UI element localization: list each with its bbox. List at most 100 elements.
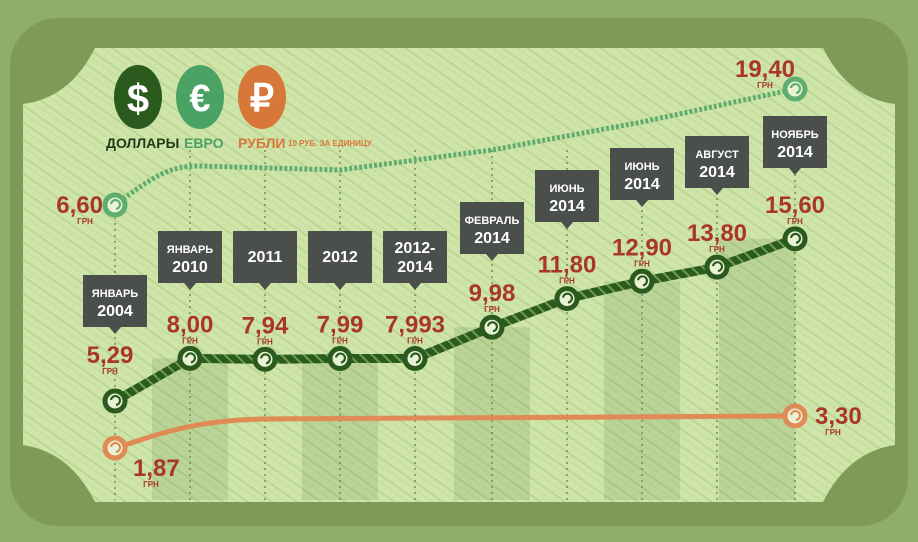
category-tag: 2011 [233,231,297,290]
unit-label: ГРН [634,259,650,268]
unit-label: ГРН [182,336,198,345]
category-tag-label: 2004 [97,303,133,320]
category-tag-label: АВГУСТ [695,149,739,161]
value-label: 6,60 [56,192,103,219]
category-tag-label: 2012 [322,249,358,266]
dollar-coin-icon [114,65,162,129]
category-tag-label: ФЕВРАЛЬ [465,215,520,227]
value-label: 8,00 [167,311,214,338]
value-label: 19,40 [735,56,795,83]
category-tag: ИЮНЬ 2014 [535,170,599,229]
ruble-symbol: ₽ [250,78,274,120]
ruble-series-line [114,413,796,451]
category-tag-label: ИЮНЬ [624,161,659,173]
category-tag-label: 2014 [777,144,813,161]
value-label: 12,90 [612,234,672,261]
value-label: 7,94 [242,312,289,339]
category-tag: 2012- 2014 [383,231,447,290]
category-tag-label: ЯНВАРЬ [92,288,139,300]
ruble-point [782,403,808,429]
legend-ruble: ₽ РУБЛИ 10 РУБ. ЗА ЕДИНИЦУ [238,65,373,151]
column-band [454,327,530,500]
value-label: 11,80 [538,252,597,279]
category-tag: ФЕВРАЛЬ 2014 [460,202,524,261]
euro-symbol: € [189,78,210,120]
dollar-point [782,226,808,252]
category-tag-label: 2014 [474,230,510,247]
unit-label: ГРН [757,81,773,90]
column-band [719,238,795,500]
value-label: 3,30 [815,403,862,430]
legend-euro: € ЕВРО [176,65,224,151]
unit-label: ГРН [77,217,93,226]
ruble-coin-icon [238,65,286,129]
value-label: 15,60 [765,192,825,219]
dollar-point [554,286,580,312]
unit-label: ГРН [825,428,841,437]
unit-label: ГРН [787,217,803,226]
ruble-legend-note: 10 РУБ. ЗА ЕДИНИЦУ [288,139,373,148]
category-tag-label: 2014 [624,176,660,193]
dollar-point [629,268,655,294]
dollar-symbol: $ [127,77,149,121]
dollar-point [704,254,730,280]
value-label: 5,29 [87,342,134,369]
dollar-series-line [112,234,797,405]
category-tag-label: ЯНВАРЬ [167,244,214,256]
dollar-point [402,345,428,371]
euro-series-line [113,86,796,208]
category-tag: ЯНВАРЬ 2004 [83,275,147,334]
unit-label: ГРН [257,337,273,346]
unit-label: ГРН [484,305,500,314]
legend-dollar: $ ДОЛЛАРЫ [106,65,179,151]
banknote-paper [23,48,895,502]
value-label: 9,98 [469,280,516,307]
category-tag: 2012 [308,231,372,290]
dollar-point [177,345,203,371]
category-tag-label: 2014 [699,164,735,181]
unit-label: ГРН [332,337,348,346]
category-tag-label: 2011 [248,249,283,266]
category-tag-label: НОЯБРЬ [771,129,819,141]
category-tag: НОЯБРЬ 2014 [763,116,827,175]
category-tag-label: 2014 [397,259,433,276]
category-tag: ИЮНЬ 2014 [610,148,674,207]
euro-coin-icon [176,65,224,129]
euro-point [782,76,808,102]
category-tag: ЯНВАРЬ 2010 [158,231,222,290]
ruble-legend-label: РУБЛИ [238,135,285,151]
unit-label: ГРН [143,480,159,489]
legend: $ ДОЛЛАРЫ € ЕВРО ₽ РУБЛИ 10 РУБ. ЗА ЕДИН… [106,65,373,151]
unit-label: ГРН [407,336,423,345]
value-label: 7,99 [317,312,364,339]
value-label: 13,80 [687,220,747,247]
ruble-point [102,435,128,461]
value-label: 1,87 [133,455,180,482]
value-label: 7,993 [385,311,445,338]
dollar-point [252,346,278,372]
category-tag-label: 2012- [395,240,436,257]
category-tag-label: 2014 [549,198,585,215]
unit-label: ГРН [102,367,118,376]
category-tag: АВГУСТ 2014 [685,136,749,195]
dollar-point [479,314,505,340]
dollar-point [102,388,128,414]
dollar-point [327,346,353,372]
euro-point [102,192,128,218]
euro-legend-label: ЕВРО [184,135,224,151]
unit-label: ГРН [559,277,575,286]
